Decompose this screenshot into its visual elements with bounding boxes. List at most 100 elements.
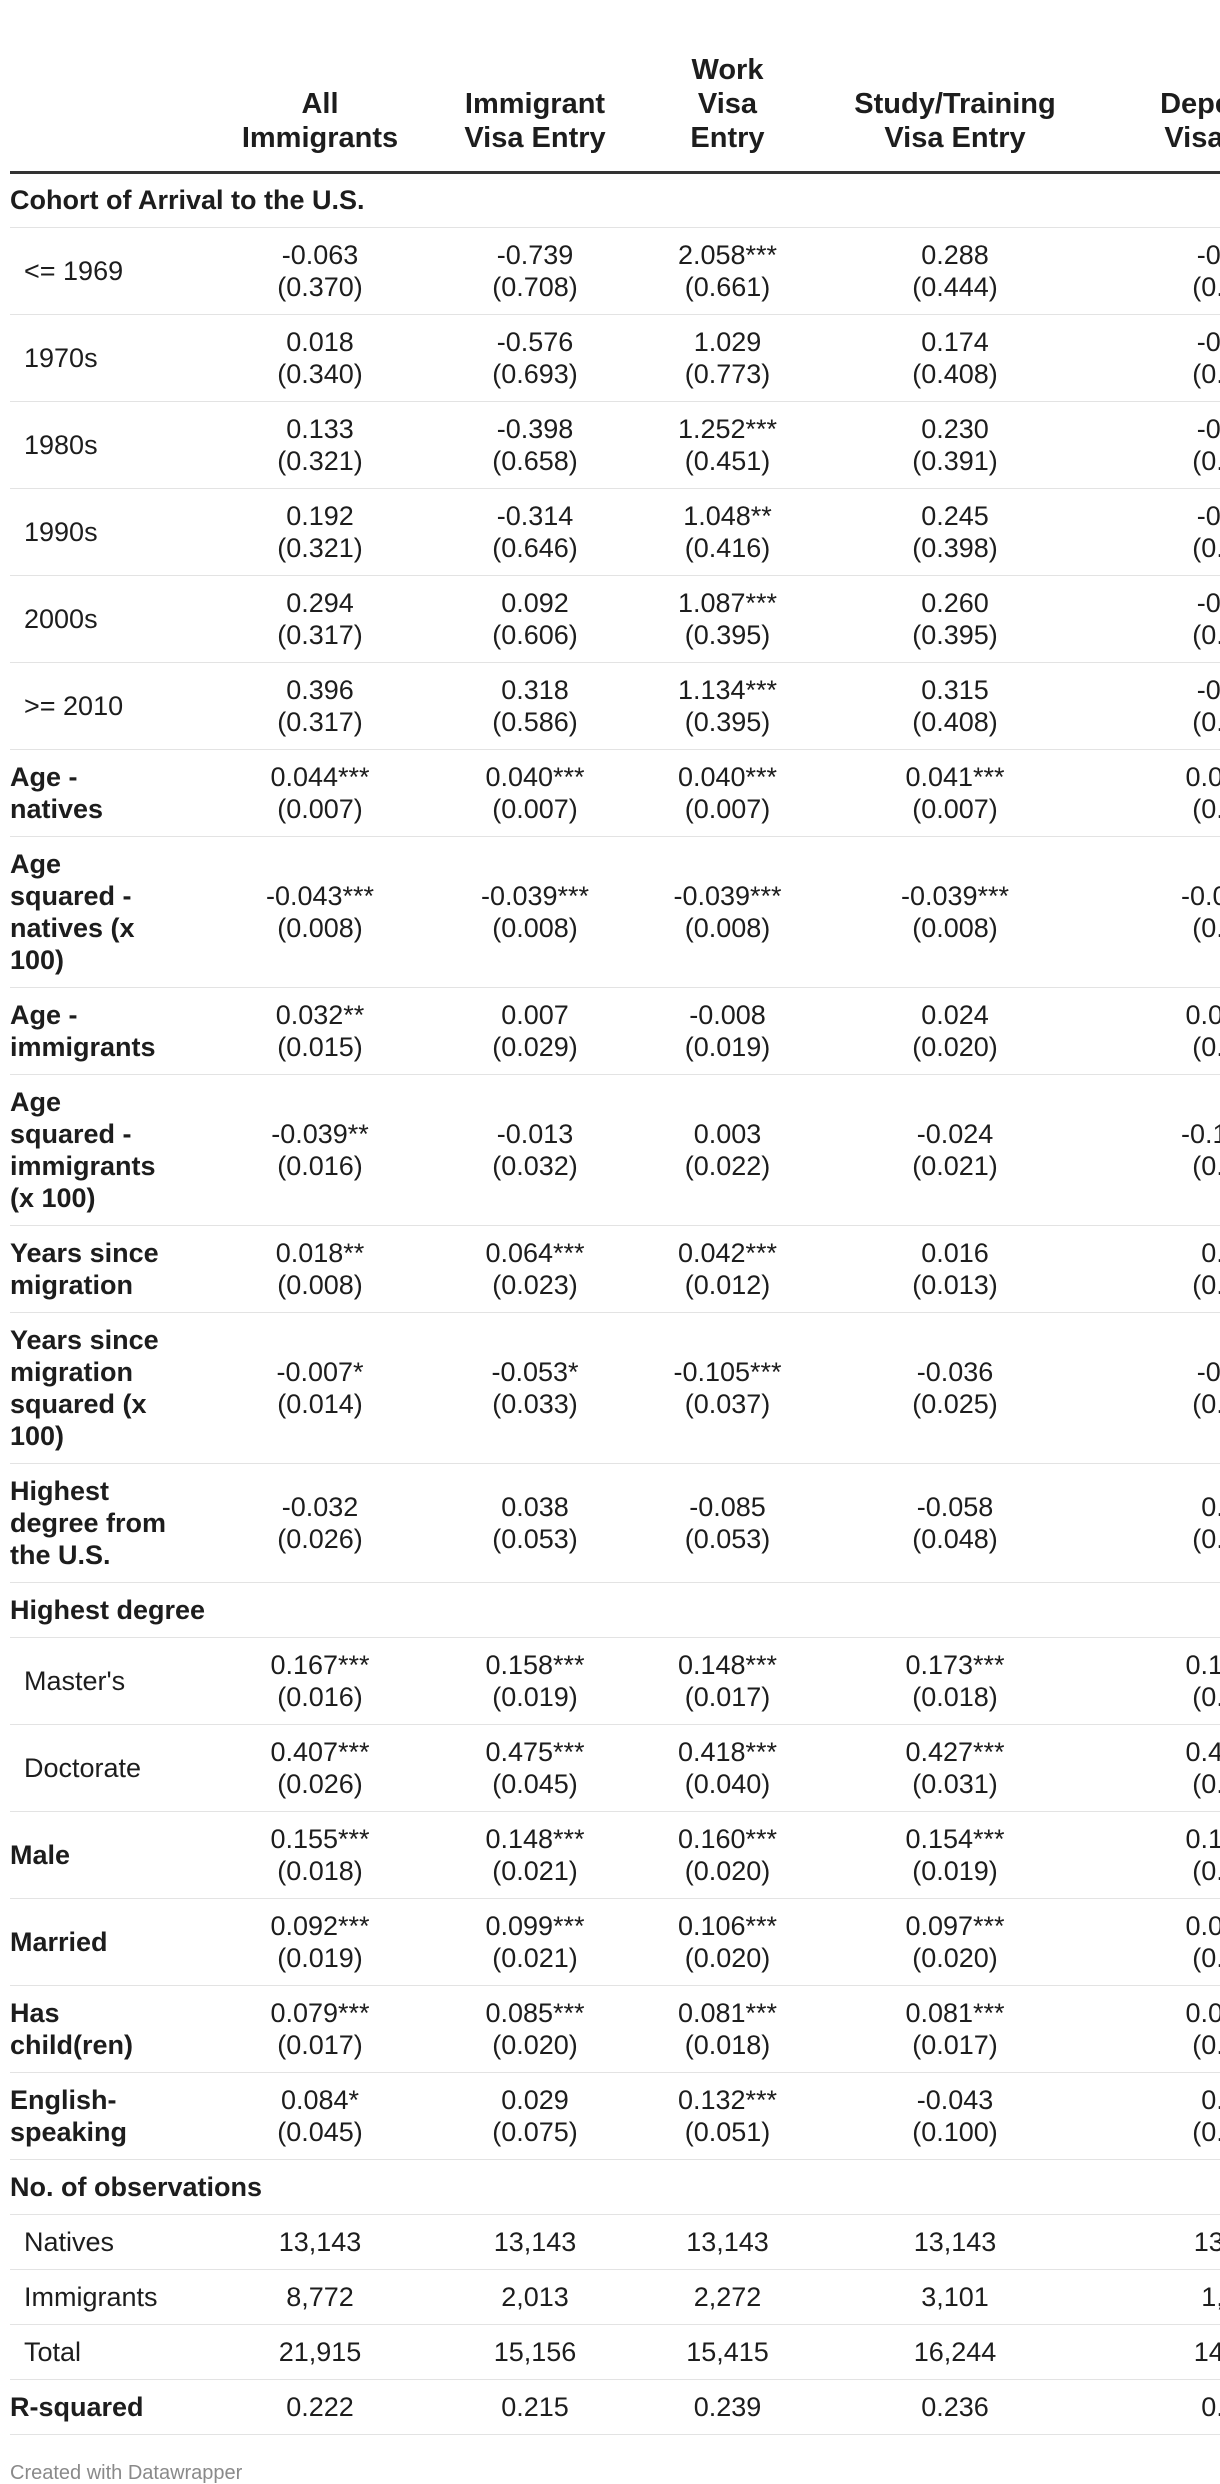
cell-standard-error: (0.408) [912,706,998,737]
row-label-line: 100) [10,944,65,975]
cell-estimate: -0.008 [689,999,766,1030]
cell-estimate: 0.192 [286,500,354,531]
cell-estimate: 0.407*** [270,1736,370,1767]
cell-standard-error: (0.020) [684,1855,771,1886]
row-label-line: squared (x [10,1388,147,1419]
table-row: R-squared 0.222 0.215 0.239 0.236 0.223 [10,2379,1220,2435]
table-row: Natives 13,143 13,143 13,143 13,143 13,143 [10,2214,1220,2270]
table-row: 1980s 0.133 (0.321) -0.398 (0.658) 1.252*** (0… [10,401,1220,489]
table-cell: -0.739 (0.708) [435,227,635,315]
table-header: All Immigrants Immigrant Visa Entry Work Visa… [10,40,1220,172]
cell-standard-error: (0.395) [684,619,771,650]
row-label: 1990s [10,488,205,576]
row-label-line: Doctorate [24,1752,142,1783]
table-cell: 0.407*** (0.026) [205,1724,435,1812]
table-cell: 0.097*** (0.020) [820,1898,1090,1986]
table-cell: 0.040*** (0.007) [635,749,820,837]
table-cell: 0.215 [435,2379,635,2435]
cell-estimate: 0.104 [1201,2084,1220,2115]
cell-standard-error: (0.037) [684,1388,771,1419]
cell-estimate: 3,101 [921,2281,989,2312]
table-cell: 0.222 [205,2379,435,2435]
cell-estimate: 1.048** [683,500,772,531]
table-cell: -0.623(0.623) [1090,575,1220,663]
table-cell: 0.166***(0.019) [1090,1637,1220,1725]
table-cell: 0.158*** (0.019) [435,1637,635,1725]
group-heading-row: Cohort of Arrival to the U.S. [10,172,1220,228]
row-label: English-speaking [10,2072,205,2160]
cell-standard-error: (0.033) [492,1388,578,1419]
cell-standard-error: (0.317) [277,619,363,650]
cell-standard-error: (0.021) [492,1942,578,1973]
cell-standard-error: (0.031) [912,1768,998,1799]
cell-standard-error: (0.659) [1192,445,1220,476]
table-cell: 0.040*** (0.007) [435,749,635,837]
cell-standard-error: (0.098) [1192,2116,1220,2147]
table-row: Age - natives 0.044*** (0.007) 0.040*** (0.00… [10,749,1220,837]
table-row: Master's 0.167*** (0.016) 0.158*** (0.019) 0.… [10,1637,1220,1725]
row-label-line: the U.S. [10,1539,111,1570]
table-cell: 16,244 [820,2324,1090,2380]
cell-estimate: 0.081*** [905,1997,1005,2028]
cell-estimate: 0.032** [275,999,365,1030]
table-cell: 0.092 (0.606) [435,575,635,663]
table-cell: -0.058 (0.048) [820,1463,1090,1583]
table-cell: 2.058*** (0.661) [635,227,820,315]
cell-standard-error: (0.016) [277,1150,363,1181]
table-cell: 0.024 (0.020) [820,987,1090,1075]
table-cell: -0.008 (0.019) [635,987,820,1075]
column-header-line: Immigrants [241,121,399,154]
cell-standard-error: (0.370) [277,271,363,302]
cell-standard-error: (0.019) [492,1681,578,1712]
cell-estimate: -0.036 [916,1356,994,1387]
table-cell: -0.314 (0.646) [435,488,635,576]
cell-estimate: 1.252*** [677,413,778,444]
table-cell: -0.043*** (0.008) [205,836,435,988]
cell-estimate: -0.013 [496,1118,574,1149]
row-label-line: 100) [10,1420,65,1451]
cell-estimate: 2,013 [501,2281,569,2312]
table-body: Cohort of Arrival to the U.S. <= 1969 -0.0… [10,172,1220,2435]
group-heading-label: Cohort of Arrival to the U.S. [10,185,365,215]
cell-standard-error: (0.019) [684,1031,771,1062]
table-row: Age squared - immigrants (x 100) -0.039** (0.… [10,1074,1220,1226]
table-cell: 0.148*** (0.017) [635,1637,820,1725]
cell-standard-error: (0.014) [277,1388,363,1419]
column-header-line: Visa Entry [1164,121,1220,154]
row-label: Has child(ren) [10,1985,205,2073]
cell-estimate: -0.485 [1196,500,1220,531]
row-label-line: Age - [10,761,78,792]
cell-standard-error: (0.008) [684,912,771,943]
row-label: Years since migration [10,1225,205,1313]
cell-estimate: 13,143 [278,2226,362,2257]
table-cell: -0.085 (0.053) [635,1463,820,1583]
cell-standard-error: (0.026) [277,1768,363,1799]
row-label-line: natives [10,793,104,824]
cell-standard-error: (0.040) [684,1768,771,1799]
cell-estimate: 0.029 [501,2084,569,2115]
cell-standard-error: (0.019) [1192,1681,1220,1712]
table-cell: 0.260 (0.395) [820,575,1090,663]
cell-standard-error: (0.018) [912,1681,998,1712]
cell-estimate: 14,178 [1193,2336,1220,2367]
row-label-line: R-squared [10,2391,144,2422]
cell-standard-error: (0.451) [684,445,771,476]
table-cell: 0.042*** (0.012) [635,1225,820,1313]
cell-standard-error: (0.029) [492,1031,578,1062]
table-cell: 0.148***(0.021) [1090,1811,1220,1899]
column-header-line: All [301,87,339,120]
cell-standard-error: (0.007) [277,793,363,824]
table-cell: 0.007 (0.029) [435,987,635,1075]
header-row: All Immigrants Immigrant Visa Entry Work Visa… [10,40,1220,172]
cell-standard-error: (0.017) [277,2029,363,2060]
column-header-line: Immigrant [464,87,606,120]
table-cell: -0.624(0.670) [1090,314,1220,402]
row-label: Master's [10,1637,205,1725]
cell-standard-error: (0.013) [912,1269,998,1300]
table-cell: 0.041*** (0.007) [820,749,1090,837]
table-cell: 13,143 [635,2214,820,2270]
cell-estimate: 0.155*** [270,1823,370,1854]
cell-standard-error: (0.046) [1192,1768,1220,1799]
table-cell: 15,415 [635,2324,820,2380]
group-heading-row: Highest degree [10,1582,1220,1638]
